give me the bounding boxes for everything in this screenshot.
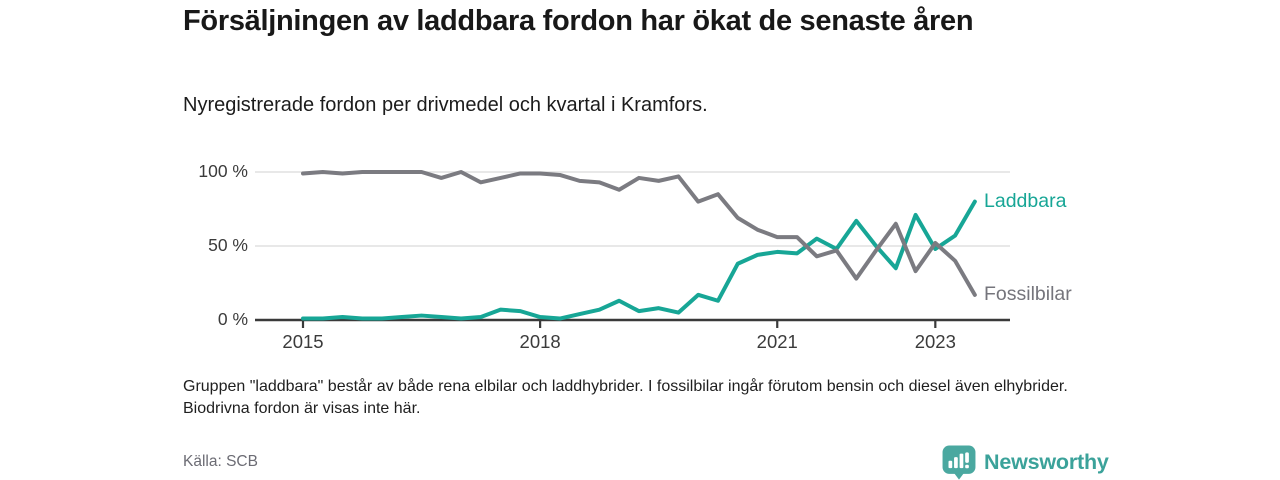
- y-tick-label: 50 %: [208, 235, 248, 255]
- newsworthy-bubble-chart-icon: [942, 445, 976, 480]
- brand-name: Newsworthy: [984, 449, 1109, 474]
- chart-subtitle: Nyregistrerade fordon per drivmedel och …: [183, 94, 708, 116]
- series-line-fossilbilar: [301, 170, 977, 297]
- chart-footnote: Gruppen "laddbara" består av både rena e…: [183, 378, 1068, 418]
- y-tick-label: 100 %: [198, 161, 248, 181]
- page-title: Försäljningen av laddbara fordon har öka…: [183, 5, 974, 37]
- x-tick-label: 2023: [914, 331, 956, 352]
- series-label-fossilbilar: Fossilbilar: [984, 283, 1072, 305]
- brand-logo: Newsworthy: [941, 444, 1109, 480]
- y-tick-label: 0 %: [217, 309, 248, 329]
- series-line-laddbara: [301, 199, 977, 321]
- x-tick-label: 2018: [519, 331, 561, 352]
- x-tick-label: 2015: [282, 331, 324, 352]
- source-label: Källa: SCB: [183, 453, 258, 470]
- x-tick-label: 2021: [756, 331, 798, 352]
- series-label-laddbara: Laddbara: [984, 190, 1067, 212]
